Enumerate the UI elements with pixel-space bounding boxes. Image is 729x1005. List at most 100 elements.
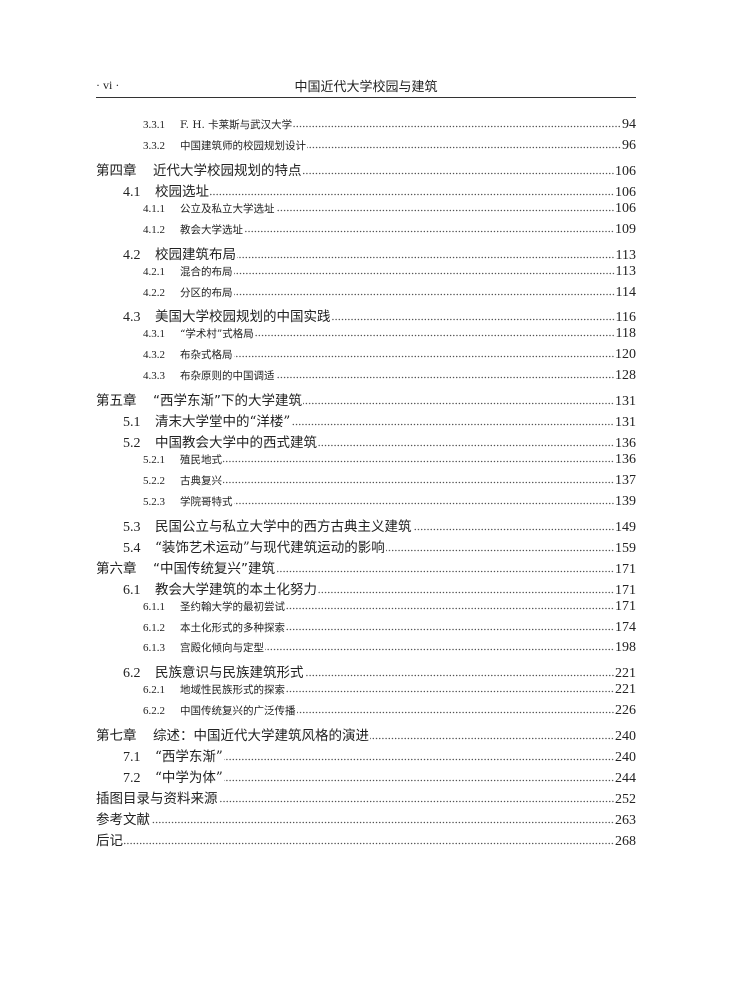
toc-entry[interactable]: 4.3 美国大学校园规划的中国实践 116 xyxy=(96,305,636,326)
toc-entry[interactable]: 6.1.2 本土化形式的多种探索 174 xyxy=(96,620,636,641)
toc-entry-number: 6.2.1 xyxy=(143,684,165,697)
toc-entry-number: 第四章 xyxy=(96,162,137,179)
toc-entry-page: 114 xyxy=(615,284,636,300)
toc-entry-title: 布杂原则的中国调适 xyxy=(180,370,275,383)
toc-entry-title: 宫殿化倾向与定型 xyxy=(180,642,264,655)
toc-entry[interactable]: 4.1.1 公立及私立大学选址 106 xyxy=(96,201,636,222)
dot-leader xyxy=(275,376,614,380)
toc-entry[interactable]: 7.1 “西学东渐” 240 xyxy=(96,745,636,766)
toc-entry-number: 5.2.2 xyxy=(143,474,165,487)
dot-leader xyxy=(254,334,615,338)
toc-entry-title: 参考文献 xyxy=(96,811,150,828)
toc-entry[interactable]: 4.3.2 布杂式格局 120 xyxy=(96,347,636,368)
toc-entry-number: 5.4 xyxy=(123,540,141,556)
toc-entry-title: 校园建筑布局 xyxy=(155,246,236,263)
toc-entry[interactable]: 4.1 校园选址 106 xyxy=(96,180,636,201)
toc-entry-page: 268 xyxy=(615,833,636,849)
toc-entry[interactable]: 5.2.2 古典复兴 137 xyxy=(96,473,636,494)
toc-entry[interactable]: 6.1.1 圣约翰大学的最初尝试 171 xyxy=(96,599,636,620)
toc-entry-page: 116 xyxy=(615,310,636,326)
toc-entry-number: 6.1.2 xyxy=(143,621,165,634)
toc-entry[interactable]: 4.1.2 教会大学选址 109 xyxy=(96,222,636,243)
toc-entry[interactable]: 5.2.3 学院哥特式 139 xyxy=(96,494,636,515)
toc-entry[interactable]: 5.2 中国教会大学中的西式建筑 136 xyxy=(96,431,636,452)
dot-leader xyxy=(233,355,614,359)
toc-entry-page: 106 xyxy=(615,184,636,200)
toc-entry[interactable]: 6.2.1 地域性民族形式的探索 221 xyxy=(96,682,636,703)
dot-leader xyxy=(124,841,614,845)
toc-entry[interactable]: 4.2.1 混合的布局 113 xyxy=(96,264,636,285)
toc-entry[interactable]: 参考文献 263 xyxy=(96,808,636,829)
toc-entry-title: 中国建筑师的校园规划设计 xyxy=(180,139,306,152)
toc-entry-number: 6.2.2 xyxy=(143,705,165,718)
dot-leader xyxy=(237,255,615,259)
dot-leader xyxy=(210,192,614,196)
toc-entry[interactable]: 7.2 “中学为体” 244 xyxy=(96,766,636,787)
toc-entry-page: 226 xyxy=(615,703,636,719)
toc-entry[interactable]: 4.2.2 分区的布局 114 xyxy=(96,285,636,306)
toc-entry-title: “西学东渐”下的大学建筑 xyxy=(153,393,302,410)
dot-leader xyxy=(318,444,614,448)
page-number: · vi · xyxy=(96,78,120,92)
toc-entry[interactable]: 5.1 清末大学堂中的“洋楼” 131 xyxy=(96,410,636,431)
toc-entry-number: 7.2 xyxy=(123,771,141,787)
toc-entry[interactable]: 6.1 教会大学建筑的本土化努力 171 xyxy=(96,578,636,599)
toc-entry-number: 第五章 xyxy=(96,393,137,410)
toc-entry-title: “学术村”式格局 xyxy=(180,328,254,341)
toc-entry-title: 教会大学建筑的本土化努力 xyxy=(155,581,317,598)
toc-entry[interactable]: 6.2 民族意识与民族建筑形式 221 xyxy=(96,661,636,682)
toc-entry[interactable]: 第六章 “中国传统复兴”建筑 171 xyxy=(96,557,636,578)
toc-entry-number: 4.3 xyxy=(123,310,141,326)
toc-entry-page: 240 xyxy=(615,729,636,745)
toc-entry-title: “西学东渐” xyxy=(155,749,223,766)
dot-leader xyxy=(265,648,614,652)
toc-entry-page: 136 xyxy=(615,436,636,452)
toc-entry[interactable]: 6.2.2 中国传统复兴的广泛传播 226 xyxy=(96,703,636,724)
toc-entry-number: 4.3.3 xyxy=(143,370,165,383)
toc-entry-page: 94 xyxy=(622,117,636,132)
toc-entry-title: 地域性民族形式的探索 xyxy=(180,684,285,697)
toc-entry-number: 第七章 xyxy=(96,728,137,745)
toc-entry[interactable]: 4.2 校园建筑布局 113 xyxy=(96,243,636,264)
toc-entry-page: 128 xyxy=(615,368,636,384)
toc-entry[interactable]: 第七章 综述：中国近代大学建筑风格的演进 240 xyxy=(96,724,636,745)
dot-leader xyxy=(307,145,621,149)
dot-leader xyxy=(233,271,615,275)
toc-entry-number: 4.2.1 xyxy=(143,265,165,278)
toc-entry-page: 252 xyxy=(615,792,636,807)
toc-entry-title: 学院哥特式 xyxy=(180,495,233,508)
toc-entry-title: 民国公立与私立大学中的西方古典主义建筑 xyxy=(155,518,412,535)
toc-entry-page: 113 xyxy=(615,247,636,263)
toc-entry[interactable]: 4.3.1 “学术村”式格局 118 xyxy=(96,326,636,347)
dot-leader xyxy=(385,548,614,552)
dot-leader xyxy=(331,318,615,322)
toc-entry[interactable]: 3.3.1 F. H. 卡莱斯与武汉大学 94 xyxy=(96,117,636,138)
toc-entry-page: 109 xyxy=(615,221,636,237)
toc-entry-number: 4.2 xyxy=(123,247,141,263)
dot-leader xyxy=(151,820,614,824)
toc-entry[interactable]: 3.3.2 中国建筑师的校园规划设计 96 xyxy=(96,138,636,159)
toc-entry-number: 6.1.1 xyxy=(143,600,165,613)
dot-leader xyxy=(303,402,614,406)
dot-leader xyxy=(302,171,614,175)
toc-entry[interactable]: 5.3 民国公立与私立大学中的西方古典主义建筑 149 xyxy=(96,515,636,536)
toc-entry[interactable]: 4.3.3 布杂原则的中国调适 128 xyxy=(96,368,636,389)
toc-entry[interactable]: 5.2.1 殖民地式 136 xyxy=(96,452,636,473)
toc-entry[interactable]: 5.4 “装饰艺术运动”与现代建筑运动的影响 159 xyxy=(96,536,636,557)
toc-entry[interactable]: 第四章 近代大学校园规划的特点 106 xyxy=(96,159,636,180)
dot-leader xyxy=(223,758,614,762)
toc-entry-number: 7.1 xyxy=(123,750,141,766)
toc-entry[interactable]: 第五章 “西学东渐”下的大学建筑 131 xyxy=(96,389,636,410)
table-of-contents: 3.3.1 F. H. 卡莱斯与武汉大学 94 3.3.2 中国建筑师的校园规划设计 96… xyxy=(96,117,636,850)
toc-entry-number: 6.1.3 xyxy=(143,642,165,655)
toc-entry-number: 6.2 xyxy=(123,666,141,682)
toc-entry[interactable]: 插图目录与资料来源 252 xyxy=(96,787,636,808)
toc-entry-number: 5.1 xyxy=(123,415,141,431)
toc-entry-title: 公立及私立大学选址 xyxy=(180,202,275,215)
dot-leader xyxy=(370,737,614,741)
toc-entry-title: 校园选址 xyxy=(155,183,209,200)
dot-leader xyxy=(276,569,614,573)
toc-entry[interactable]: 6.1.3 宫殿化倾向与定型 198 xyxy=(96,640,636,661)
toc-entry-number: 4.3.2 xyxy=(143,349,165,362)
toc-entry[interactable]: 后记 268 xyxy=(96,829,636,850)
